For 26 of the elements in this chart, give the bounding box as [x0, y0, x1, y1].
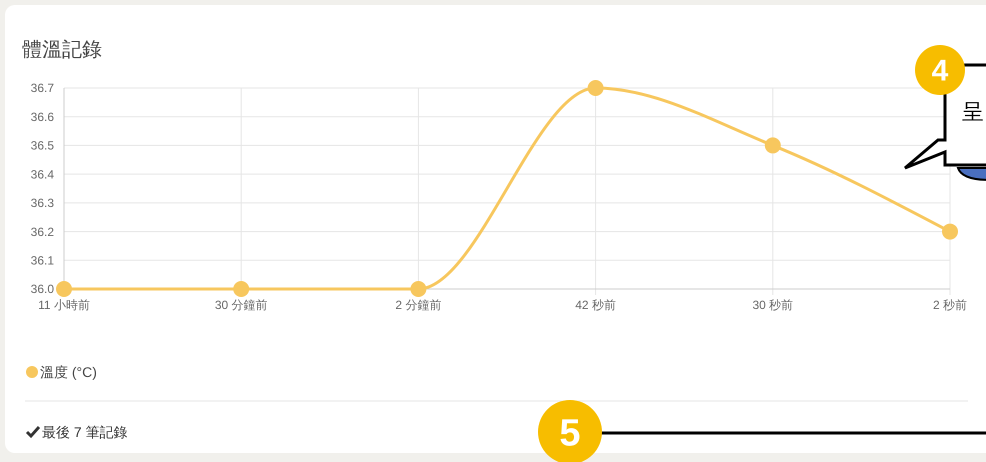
y-tick-label: 36.5	[30, 138, 54, 153]
x-tick-label: 2 分鐘前	[395, 298, 442, 312]
chart-title: 體溫記錄	[22, 39, 102, 61]
text: 4	[932, 54, 949, 88]
text: 5	[559, 412, 581, 454]
point	[410, 281, 426, 297]
y-tick-label: 36.6	[30, 110, 54, 124]
x-tick-label: 30 分鐘前	[214, 298, 268, 312]
x-tick-label: 30 秒前	[752, 298, 794, 312]
point	[764, 137, 781, 154]
point	[588, 80, 604, 96]
point	[56, 281, 72, 297]
legend-label: 溫度 (°C)	[40, 364, 97, 380]
text: 最後 7 筆記錄	[42, 424, 128, 440]
y-tick-label: 36.7	[30, 81, 54, 96]
text: 呈	[962, 100, 984, 125]
point	[942, 224, 958, 240]
y-tick-label: 36.2	[30, 224, 54, 239]
x-tick-label: 11 小時前	[38, 298, 90, 312]
x-tick-label: 42 秒前	[575, 298, 616, 312]
x-tick-label: 2 秒前	[932, 298, 968, 312]
y-tick-label: 36.4	[30, 167, 54, 182]
y-tick-label: 36.1	[30, 253, 54, 268]
y-tick-label: 36.3	[30, 196, 54, 210]
y-tick-label: 36.0	[30, 282, 54, 296]
point	[233, 281, 250, 297]
